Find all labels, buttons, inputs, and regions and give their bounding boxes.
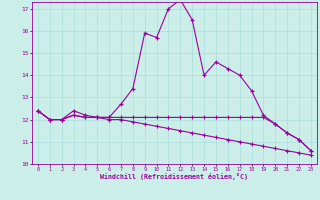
X-axis label: Windchill (Refroidissement éolien,°C): Windchill (Refroidissement éolien,°C) xyxy=(100,173,248,180)
